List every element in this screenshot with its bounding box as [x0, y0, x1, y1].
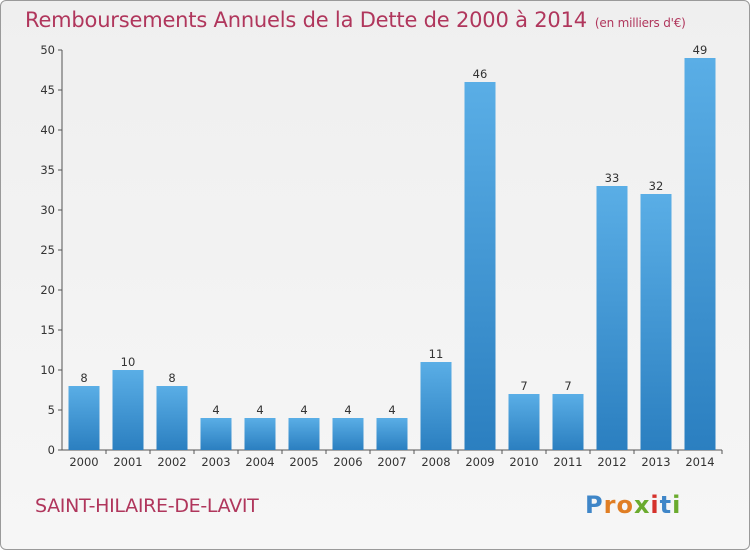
chart-title-text: Remboursements Annuels de la Dette de 20…: [25, 8, 587, 32]
data-label-2005: 4: [300, 403, 307, 417]
x-tick-label: 2003: [201, 455, 230, 469]
y-tick-label: 15: [40, 323, 55, 337]
chart-data-labels: 8 10 8 4 4 4 4 4 11 46 7 7 33 32 49: [80, 43, 707, 417]
data-label-2012: 33: [605, 171, 620, 185]
proxiti-logo: Proxiti: [585, 491, 682, 519]
bar-2001: [112, 370, 144, 450]
data-label-2000: 8: [80, 371, 87, 385]
bar-2002: [156, 386, 188, 450]
y-tick-label: 35: [40, 163, 55, 177]
data-label-2006: 4: [344, 403, 351, 417]
x-tick-label: 2005: [289, 455, 318, 469]
bar-2000: [68, 386, 100, 450]
x-tick-label: 2007: [377, 455, 406, 469]
x-tick-label: 2000: [69, 455, 98, 469]
data-label-2009: 46: [473, 67, 488, 81]
y-tick-label: 5: [48, 403, 55, 417]
x-tick-label: 2010: [509, 455, 538, 469]
data-label-2007: 4: [388, 403, 395, 417]
data-label-2004: 4: [256, 403, 263, 417]
y-tick-label: 25: [40, 243, 55, 257]
y-tick-label: 40: [40, 123, 55, 137]
bar-2005: [288, 418, 320, 450]
x-tick-label: 2013: [641, 455, 670, 469]
y-tick-label: 45: [40, 83, 55, 97]
data-label-2014: 49: [693, 43, 708, 57]
bar-2003: [200, 418, 232, 450]
bar-2004: [244, 418, 276, 450]
y-tick-label: 50: [40, 43, 55, 57]
chart-title: Remboursements Annuels de la Dette de 20…: [25, 8, 686, 32]
bar-2014: [684, 58, 716, 450]
x-tick-label: 2006: [333, 455, 362, 469]
bar-2012: [596, 186, 628, 450]
data-label-2001: 10: [121, 355, 136, 369]
x-tick-label: 2011: [553, 455, 582, 469]
x-tick-label: 2009: [465, 455, 494, 469]
x-tick-label: 2004: [245, 455, 274, 469]
bar-2007: [376, 418, 408, 450]
data-label-2008: 11: [429, 347, 444, 361]
bar-2009: [464, 82, 496, 450]
data-label-2013: 32: [649, 179, 664, 193]
data-label-2003: 4: [212, 403, 219, 417]
data-label-2011: 7: [564, 379, 571, 393]
y-tick-label: 20: [40, 283, 55, 297]
y-tick-label: 10: [40, 363, 55, 377]
x-tick-label: 2012: [597, 455, 626, 469]
x-tick-label: 2008: [421, 455, 450, 469]
chart-unit: (en milliers d'€): [594, 16, 686, 30]
bar-2006: [332, 418, 364, 450]
bar-2013: [640, 194, 672, 450]
commune-name: SAINT-HILAIRE-DE-LAVIT: [35, 495, 259, 517]
data-label-2002: 8: [168, 371, 175, 385]
chart-bars: [68, 58, 716, 450]
x-tick-label: 2002: [157, 455, 186, 469]
bar-2008: [420, 362, 452, 450]
bar-2010: [508, 394, 540, 450]
y-tick-label: 0: [48, 443, 55, 457]
y-tick-label: 30: [40, 203, 55, 217]
x-tick-label: 2014: [685, 455, 714, 469]
x-tick-label: 2001: [113, 455, 142, 469]
bar-2011: [552, 394, 584, 450]
data-label-2010: 7: [520, 379, 527, 393]
